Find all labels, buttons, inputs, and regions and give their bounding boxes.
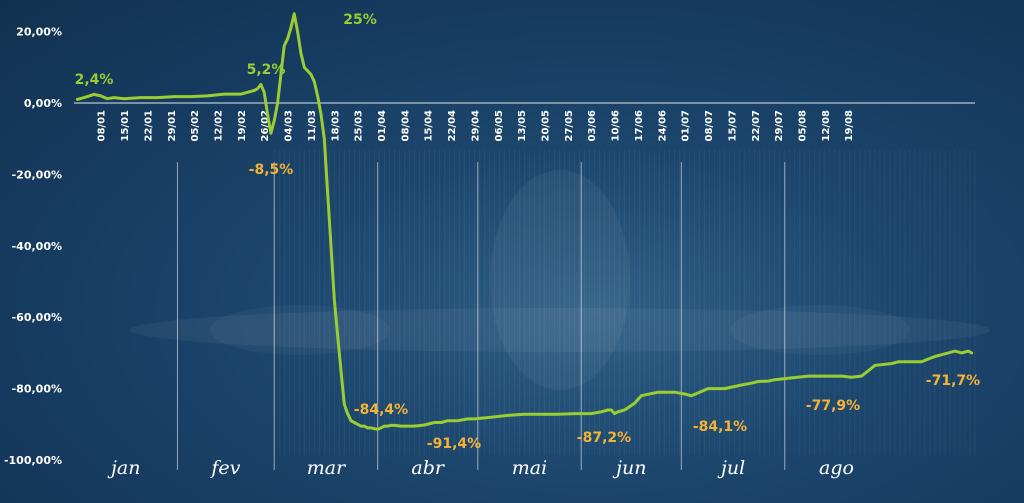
y-tick-label: -100,00% [4, 454, 62, 467]
data-label: 25% [343, 12, 377, 28]
x-tick-label: 08/04 [400, 110, 411, 142]
month-label: jun [612, 457, 646, 479]
x-tick-label: 22/04 [447, 110, 458, 142]
x-tick-label: 04/03 [284, 110, 295, 142]
x-tick-label: 12/02 [213, 110, 224, 142]
x-tick-label: 17/06 [634, 110, 645, 142]
y-tick-label: -80,00% [12, 383, 62, 396]
x-tick-label: 26/02 [260, 110, 271, 142]
x-tick-label: 05/08 [797, 110, 808, 142]
y-tick-label: 0,00% [24, 97, 62, 110]
data-label: 5,2% [247, 62, 286, 78]
x-tick-label: 22/01 [143, 110, 154, 142]
y-tick-label: -40,00% [12, 240, 62, 253]
data-label: -91,4% [427, 436, 481, 452]
x-tick-label: 19/02 [237, 110, 248, 142]
x-tick-label: 15/01 [120, 110, 131, 142]
data-label: 2,4% [75, 72, 114, 88]
x-tick-label: 24/06 [657, 110, 668, 142]
data-label: -8,5% [249, 162, 294, 178]
x-tick-label: 08/07 [704, 110, 715, 142]
data-label: -87,2% [577, 430, 631, 446]
x-tick-label: 18/03 [330, 110, 341, 142]
x-axis: 08/01 15/01 22/01 29/01 05/02 12/02 19/02 26/02… [97, 110, 855, 142]
month-label: mai [512, 457, 547, 479]
month-label: abr [411, 457, 445, 479]
month-label: jan [107, 457, 140, 479]
y-tick-label: -60,00% [12, 311, 62, 324]
month-label: fev [209, 457, 240, 479]
x-tick-label: 01/07 [681, 110, 692, 142]
x-tick-label: 29/07 [774, 110, 785, 142]
x-tick-label: 20/05 [541, 110, 552, 142]
y-tick-label: -20,00% [12, 168, 62, 181]
x-tick-label: 29/04 [470, 110, 481, 142]
y-tick-label: 20,00% [16, 26, 62, 39]
x-tick-label: 01/04 [377, 110, 388, 142]
annotations: 2,4% 5,2% 25% -8,5% -84,4% -91,4% -87,2% -84,1%… [75, 12, 981, 452]
data-label: -84,1% [693, 419, 747, 435]
series-line [75, 12, 974, 431]
x-tick-label: 05/02 [190, 110, 201, 142]
x-tick-label: 13/05 [517, 110, 528, 142]
background-airplane [130, 170, 990, 390]
data-label: -71,7% [926, 373, 980, 389]
data-label: -77,9% [806, 398, 860, 414]
x-tick-label: 03/06 [587, 110, 598, 142]
x-tick-label: 12/08 [821, 110, 832, 142]
data-label: -84,4% [354, 402, 408, 418]
month-label: ago [819, 457, 854, 479]
month-label: mar [307, 457, 347, 479]
x-tick-label: 15/07 [727, 110, 738, 142]
x-tick-label: 22/07 [751, 110, 762, 142]
x-tick-label: 29/01 [167, 110, 178, 142]
month-label: jul [717, 457, 745, 479]
month-labels: jan fev mar abr mai jun jul ago [107, 162, 854, 479]
y-axis: 20,00% 0,00% -20,00% -40,00% -60,00% -80,00% -… [4, 26, 62, 467]
x-tick-label: 11/03 [307, 110, 318, 142]
x-tick-label: 25/03 [354, 110, 365, 142]
x-tick-label: 08/01 [97, 110, 108, 142]
x-tick-label: 19/08 [844, 110, 855, 142]
x-tick-label: 10/06 [611, 110, 622, 142]
x-tick-label: 27/05 [564, 110, 575, 142]
x-tick-label: 06/05 [494, 110, 505, 142]
x-tick-label: 15/04 [424, 110, 435, 142]
